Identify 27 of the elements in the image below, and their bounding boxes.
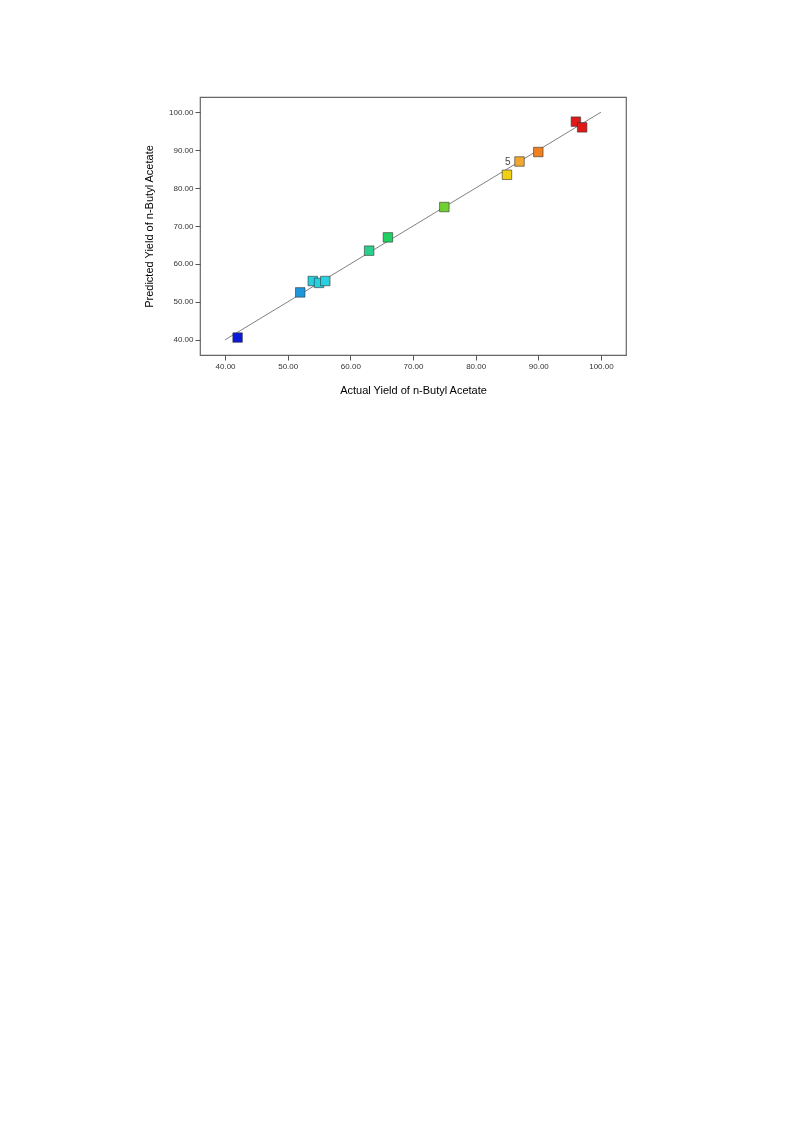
x-tick-label: 90.00: [528, 361, 550, 371]
point: [320, 275, 331, 287]
point: [439, 201, 450, 213]
x-tick-label: 80.00: [466, 361, 487, 371]
annotation: 5: [504, 155, 511, 167]
x-axis-title: Actual Yield of n-Butyl Acetate: [340, 383, 487, 396]
x-tick-label: 60.00: [340, 361, 362, 371]
x-tick-label: 70.00: [403, 361, 425, 371]
point: [533, 146, 544, 158]
x-tick-label: 50.00: [278, 361, 299, 371]
y-tick-label: 100.00: [169, 107, 195, 117]
point: [382, 232, 393, 243]
x-tick-label: 100.00: [589, 361, 615, 371]
point: [295, 287, 306, 298]
y-tick-label: 40.00: [173, 335, 195, 345]
y-tick-label: 70.00: [173, 221, 195, 231]
y-axis-title: Predicted Yield of n-Butyl Acetate: [143, 145, 156, 308]
y-tick-label: 80.00: [173, 183, 195, 193]
point: [514, 156, 525, 167]
x-tick-label: 40.00: [215, 361, 237, 371]
point: [501, 169, 513, 180]
point: [364, 245, 375, 256]
y-tick-label: 60.00: [173, 259, 195, 269]
y-tick-label: 50.00: [173, 297, 195, 307]
point: [232, 332, 243, 343]
point: [577, 122, 588, 133]
y-tick-label: 90.00: [173, 145, 195, 155]
